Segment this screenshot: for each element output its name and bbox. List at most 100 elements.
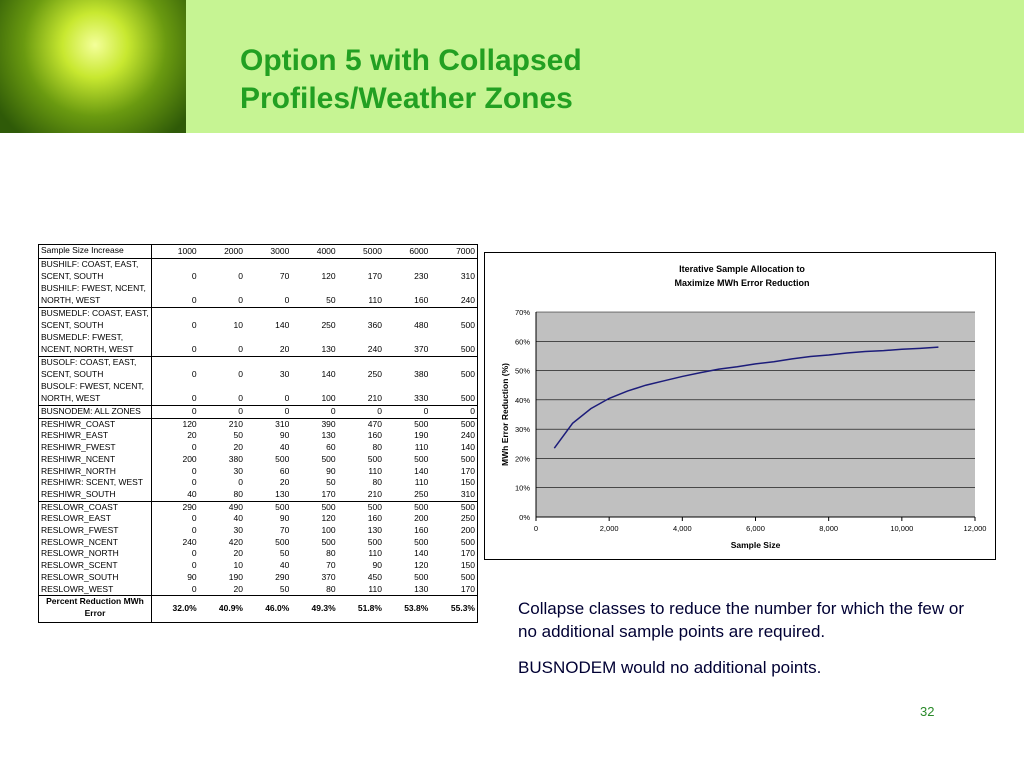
table-cell: RESHIWR_NORTH [38,465,152,478]
table-cell: 90 [372,560,382,571]
table-cell: 0 [191,465,197,476]
table-cell: 500 [414,418,429,429]
header-cell: 7000 [430,244,479,259]
table-cell: 500 [460,571,475,582]
table-cell: BUSNODEM: ALL ZONES [38,405,152,419]
table-cell: 130 [367,525,382,536]
table-row: RESLOWR_NCENT 240 420 500 500 500 500 500 [38,536,478,549]
table-cell: 500 [460,344,475,355]
table-cell: RESLOWR_SOUTH [38,571,152,584]
table-cell: 130 [321,430,336,441]
table-row: RESHIWR_NCENT 200 380 500 500 500 500 500 [38,453,478,466]
page-number: 32 [920,704,935,719]
table-cell: 0 [284,393,290,404]
table-cell: 50 [279,548,290,559]
table-cell: 110 [414,442,429,453]
table-cell: 470 [367,418,382,429]
chart-title: Iterative Sample Allocation to [679,264,805,274]
table-cell: 140 [275,320,290,331]
table-cell: BUSHILF: FWEST, NCENT, NORTH, WEST [38,283,152,308]
table-cell: 50 [326,295,336,306]
table-cell: 120 [321,513,336,524]
row-group: RESHIWR_COAST 120 210 310 390 470 500 500 RESHIW… [38,418,478,502]
banner [0,0,1024,133]
footer-cell: 55.3% [430,595,479,624]
table-cell: 500 [414,536,429,547]
table-cell: 0 [191,344,197,355]
table-cell: 0 [191,393,197,404]
table-cell: 0 [284,406,290,416]
table-cell: 0 [377,406,382,416]
table-cell: 370 [414,344,429,355]
table-cell: 80 [326,583,336,594]
header-cell: 3000 [244,244,292,259]
table-cell: RESHIWR_NCENT [38,453,152,466]
table-cell: 500 [275,453,290,464]
plot-area [536,312,975,517]
table-cell: 250 [414,488,429,499]
table-cell: 30 [279,369,290,380]
footer-cell: 49.3% [291,595,338,624]
data-line [553,346,939,449]
table-cell: RESHIWR_COAST [38,418,152,431]
y-tick-label: 0% [519,513,530,522]
table-cell: 500 [321,501,336,512]
table-cell: 90 [279,430,290,441]
table-cell: 450 [367,571,382,582]
table-cell: 250 [321,320,336,331]
table-footer: Percent Reduction MWh Error 32.0% 40.9% 46.… [38,595,479,624]
table-cell: RESLOWR_SCENT [38,560,152,572]
table-cell: 50 [279,583,290,594]
table-cell: 310 [275,418,290,429]
table-cell: 380 [228,453,243,464]
table-cell: 110 [368,465,382,476]
table-cell: 310 [460,271,475,282]
title-line: Profiles/Weather Zones [240,82,573,115]
table-cell: 20 [279,344,290,355]
table-cell: 0 [191,369,197,380]
footer-row: Percent Reduction MWh Error 32.0% 40.9% 46.… [38,595,479,624]
x-tick-label: 4,000 [673,524,692,533]
table-cell: 200 [414,513,429,524]
table-cell: 150 [460,477,475,488]
table-cell: 200 [182,453,197,464]
table-cell: 0 [191,442,197,453]
table-cell: 40 [233,513,243,524]
table-cell: 100 [321,393,336,404]
table-cell: 500 [414,453,429,464]
table-cell: 160 [414,295,429,306]
table-cell: 130 [321,344,336,355]
table-cell: 480 [414,320,429,331]
table-cell: 500 [321,536,336,547]
y-tick-label: 20% [515,454,530,463]
table-cell: 30 [233,465,243,476]
table-cell: 110 [414,477,429,488]
table-cell: 500 [367,453,382,464]
footer-cell: 40.9% [198,595,245,624]
table-cell: BUSMEDLF: COAST, EAST, SCENT, SOUTH [38,307,152,332]
table-cell: 50 [326,477,336,488]
slide-title: Option 5 with Collapsed Profiles/Weather … [240,42,582,118]
table-cell: 110 [368,583,382,594]
table-cell: 0 [238,477,243,488]
table-cell: 0 [191,295,197,306]
row-group: BUSOLF: COAST, EAST, SCENT, SOUTH 0 0 30 140… [38,356,478,406]
table-cell: 120 [182,418,197,429]
x-tick-label: 12,000 [964,524,987,533]
table-cell: 90 [187,571,197,582]
table-cell: 500 [321,453,336,464]
table-cell: 40 [187,488,197,499]
table-cell: 60 [279,465,290,476]
table-row: RESLOWR_SOUTH 90 190 290 370 450 500 500 [38,571,478,584]
table-cell: 420 [228,536,243,547]
x-tick-label: 0 [534,524,538,533]
table-cell: 500 [460,393,475,404]
y-tick-label: 70% [515,308,530,317]
table-row: RESHIWR_FWEST 0 20 40 60 80 110 140 [38,442,478,454]
bulb-image [0,0,186,133]
table-cell: 70 [326,560,336,571]
table-cell: BUSHILF: COAST, EAST, SCENT, SOUTH [38,258,152,283]
table-cell: 500 [460,453,475,464]
table-cell: 0 [284,295,290,306]
